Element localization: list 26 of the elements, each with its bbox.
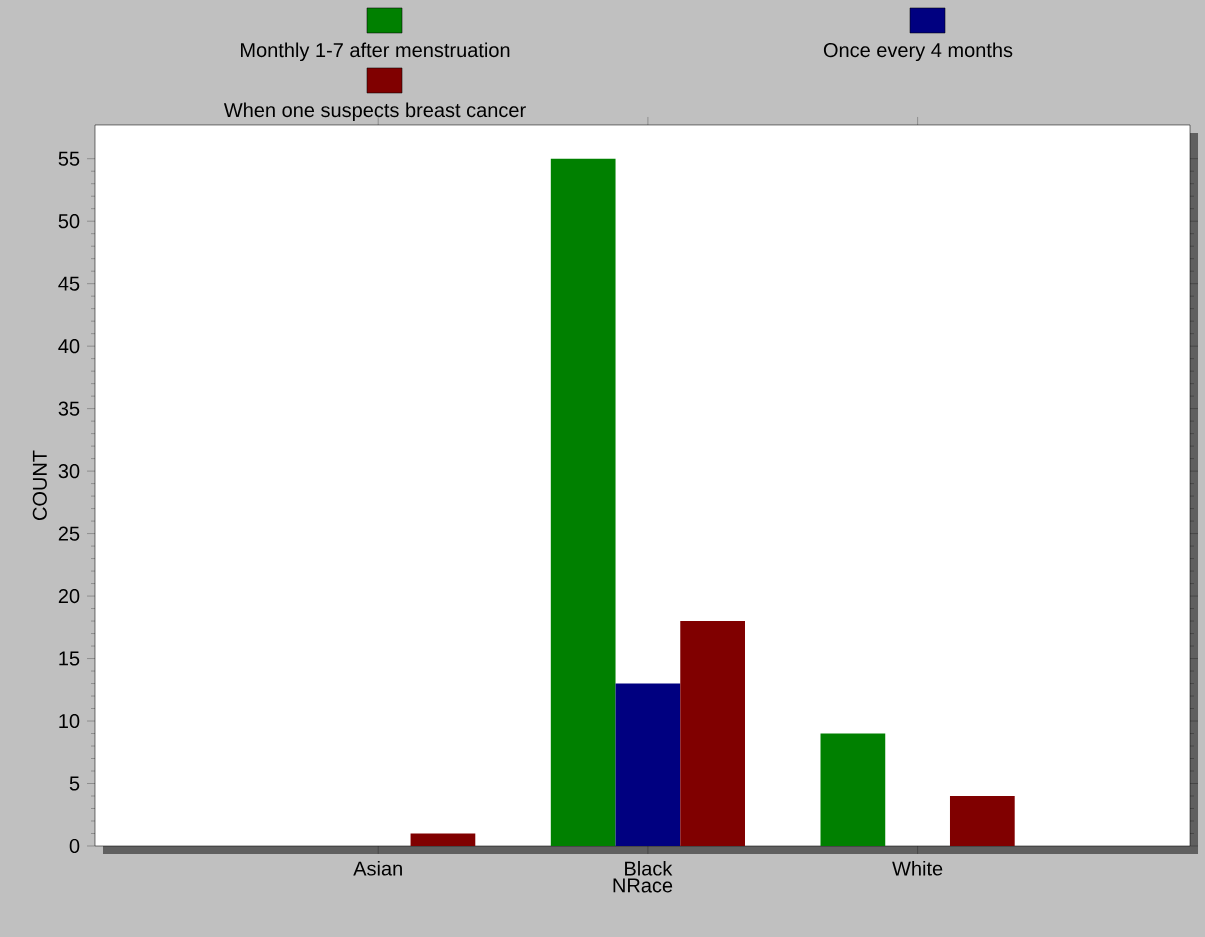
y-axis-title: COUNT [32,450,47,521]
legend-label: Once every 4 months [823,42,1013,62]
y-tick-label: 0 [69,838,80,854]
x-axis-title: NRace [613,878,673,893]
bar [410,833,476,846]
y-tick-label: 15 [59,651,80,666]
x-tick-label: Black [625,860,673,876]
y-tick-label: 55 [58,151,80,166]
y-tick-label: 10 [59,713,80,729]
y-tick-label: 40 [58,339,80,354]
y-tick-label: 35 [58,401,80,416]
y-tick-label: 30 [58,464,80,479]
x-tick-label: Asian [353,860,402,876]
y-tick-label: 45 [58,276,80,291]
legend-label: Monthly 1-7 after menstruation [241,42,510,62]
y-tick-label: 25 [58,526,80,541]
bar [550,158,616,846]
y-tick-label: 20 [58,588,80,604]
bar [680,621,745,846]
bar [615,683,681,846]
bar [820,733,886,846]
x-tick-label: White [892,860,943,876]
bar [949,796,1015,846]
legend-label: When one suspects breast cancer [223,102,526,122]
y-tick-label: 50 [58,214,80,229]
y-tick-label: 5 [69,776,80,791]
